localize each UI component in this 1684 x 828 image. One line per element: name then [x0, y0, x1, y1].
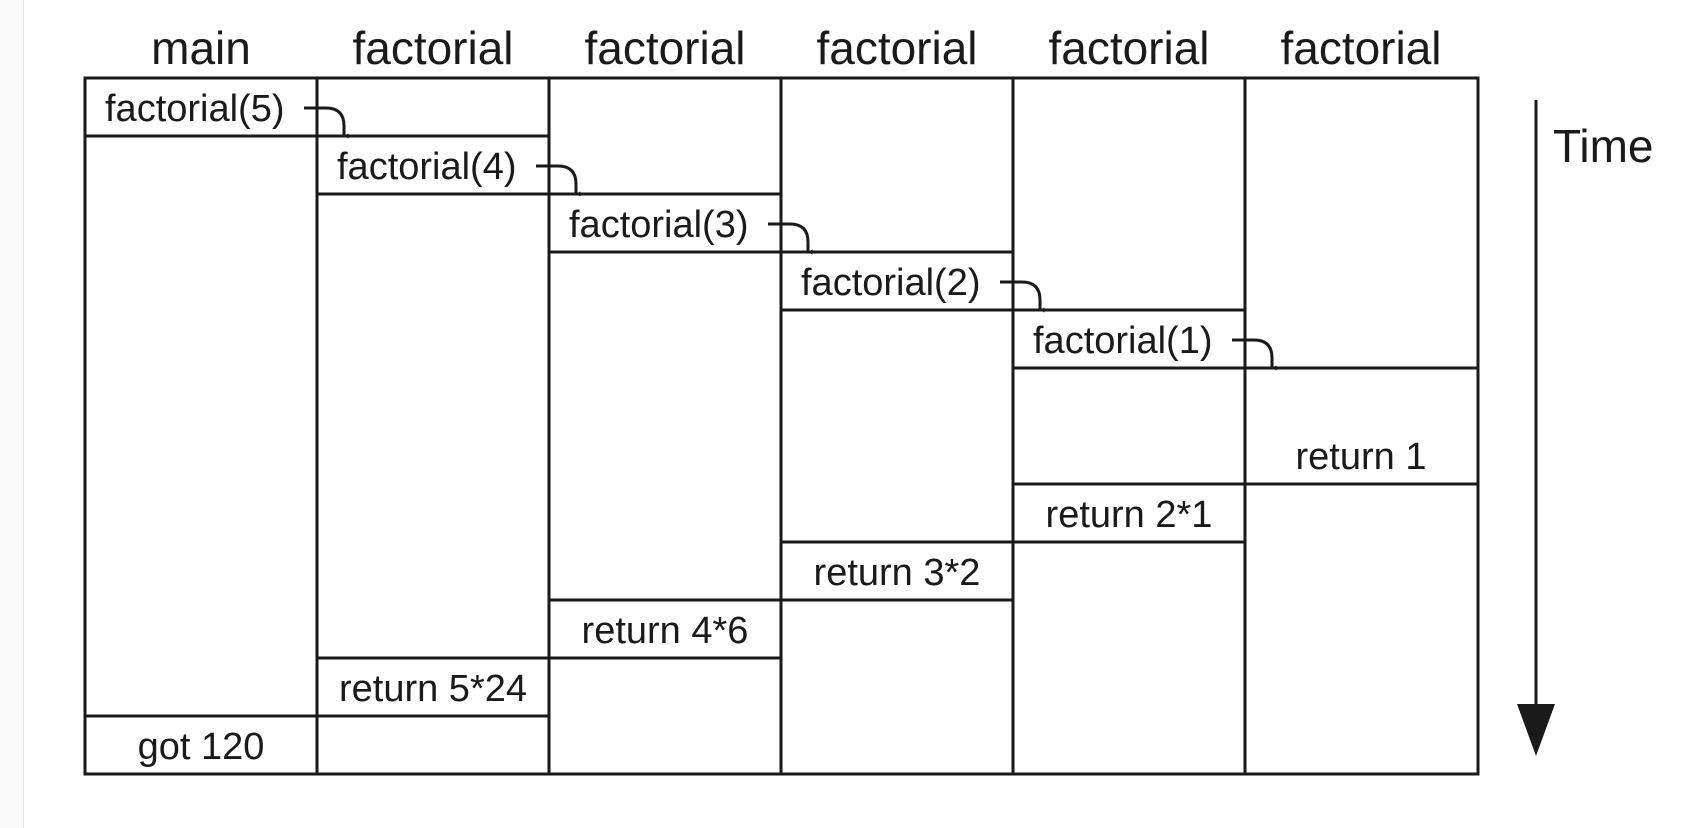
- time-label: Time: [1553, 120, 1654, 172]
- return-label: got 120: [138, 726, 265, 768]
- column-header-main: main: [151, 22, 251, 74]
- call-arrow: [1232, 338, 1277, 371]
- call-label: factorial(5): [105, 88, 285, 130]
- column-header-factorial-4: factorial: [1048, 22, 1209, 74]
- grid-lines: [83, 76, 1480, 776]
- return-label: return 3*2: [814, 552, 981, 594]
- call-labels: factorial(5) factorial(4) factorial(3) f…: [105, 88, 1213, 362]
- time-axis: Time: [1517, 100, 1654, 756]
- return-label: return 5*24: [339, 668, 527, 710]
- time-arrow-head: [1517, 704, 1555, 756]
- call-arrow: [1000, 280, 1045, 313]
- column-header-factorial-5: factorial: [1280, 22, 1441, 74]
- return-label: return 4*6: [582, 610, 749, 652]
- left-margin-strip: [0, 0, 24, 828]
- return-labels: return 1 return 2*1 return 3*2 return 4*…: [138, 436, 1427, 768]
- call-arrow: [536, 164, 581, 197]
- call-label: factorial(1): [1033, 320, 1213, 362]
- call-label: factorial(3): [569, 204, 749, 246]
- column-header-factorial-2: factorial: [584, 22, 745, 74]
- call-arrow: [304, 106, 349, 139]
- column-header-factorial-1: factorial: [352, 22, 513, 74]
- return-label: return 2*1: [1046, 494, 1213, 536]
- call-arrow: [768, 222, 813, 255]
- column-headers: main factorial factorial factorial facto…: [151, 22, 1441, 74]
- column-header-factorial-3: factorial: [816, 22, 977, 74]
- return-label: return 1: [1296, 436, 1427, 478]
- call-arrows: [304, 106, 1277, 371]
- call-label: factorial(4): [337, 146, 517, 188]
- call-label: factorial(2): [801, 262, 981, 304]
